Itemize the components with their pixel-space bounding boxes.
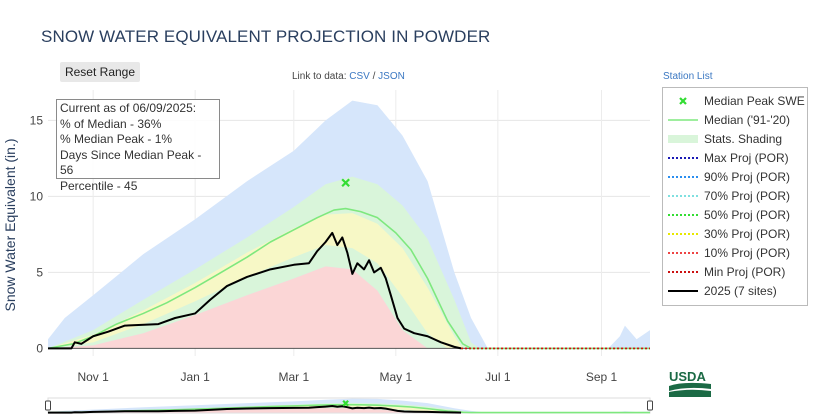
legend-label: 10% Proj (POR) [704, 246, 791, 260]
legend-symbol-dotted [668, 233, 698, 235]
legend-label: Median Peak SWE [704, 94, 805, 108]
legend-item[interactable]: 10% Proj (POR) [663, 244, 809, 263]
status-line: Percentile - 45 [60, 178, 138, 193]
svg-text:USDA: USDA [669, 369, 706, 384]
stats-band-70-30 [48, 213, 650, 349]
legend-item[interactable]: Max Proj (POR) [663, 149, 809, 168]
legend-item[interactable]: Median ('91-'20) [663, 111, 809, 130]
legend-symbol-dotted [668, 195, 698, 197]
range-slider-left-handle[interactable] [45, 400, 51, 411]
series-median-91-20-[interactable] [47, 207, 650, 350]
link-separator: / [372, 71, 376, 82]
legend-symbol-line [668, 119, 698, 121]
stats-band-min-10 [48, 266, 650, 349]
link-prefix: Link to data: [292, 71, 347, 82]
legend-label: 2025 (7 sites) [704, 284, 777, 298]
y-tick-label: 0 [36, 341, 43, 355]
legend-symbol-dotted [668, 157, 698, 159]
legend-label: 70% Proj (POR) [704, 189, 791, 203]
legend-item[interactable]: 2025 (7 sites) [663, 282, 809, 301]
x-tick-label: May 1 [379, 370, 412, 384]
y-axis-label: Snow Water Equivalent (in.) [2, 138, 18, 312]
current-status-box: Current as of 06/09/2025: % of Median - … [56, 99, 220, 193]
range-slider-right-handle[interactable] [647, 400, 653, 411]
range-slider-series [48, 405, 462, 414]
x-tick-label: Mar 1 [278, 370, 309, 384]
y-tick-label: 10 [30, 189, 44, 203]
x-tick-label: Jan 1 [180, 370, 210, 384]
legend-symbol-band [668, 135, 698, 143]
status-line: Days Since Median Peak - 56 [60, 147, 202, 178]
legend-label: Max Proj (POR) [704, 151, 789, 165]
legend-symbol-dotted [668, 176, 698, 178]
legend-item[interactable]: Median Peak SWE [663, 92, 809, 111]
legend-label: 30% Proj (POR) [704, 227, 791, 241]
legend-symbol-dotted [668, 252, 698, 254]
status-line: Current as of 06/09/2025: [60, 101, 197, 115]
range-slider-peak-marker[interactable] [342, 399, 349, 407]
median-peak-marker[interactable] [341, 178, 350, 187]
legend-item[interactable]: Stats. Shading [663, 130, 809, 149]
legend-label: Min Proj (POR) [704, 265, 786, 279]
legend-item[interactable]: 90% Proj (POR) [663, 168, 809, 187]
usda-logo-icon: USDA [669, 369, 711, 397]
legend-symbol-dotted [668, 214, 698, 216]
x-tick-label: Jul 1 [485, 370, 511, 384]
reset-range-button[interactable]: Reset Range [60, 62, 140, 82]
status-line: % Median Peak - 1% [60, 132, 173, 146]
legend-item[interactable]: 30% Proj (POR) [663, 225, 809, 244]
y-tick-label: 15 [30, 113, 44, 127]
y-tick-label: 5 [36, 265, 43, 279]
csv-link[interactable]: CSV [349, 71, 370, 82]
legend-symbol-thick-line [668, 290, 698, 292]
chart-legend: Median Peak SWE Median ('91-'20) Stats. Sh… [662, 87, 808, 306]
legend-symbol-dotted [668, 271, 698, 273]
legend-item[interactable]: 50% Proj (POR) [663, 206, 809, 225]
json-link[interactable]: JSON [378, 71, 405, 82]
legend-label: 50% Proj (POR) [704, 208, 791, 222]
x-tick-label: Nov 1 [77, 370, 109, 384]
usda-logo: USDA [669, 369, 711, 397]
chart-title: SNOW WATER EQUIVALENT PROJECTION IN POWD… [41, 27, 491, 46]
x-tick-label: Sep 1 [586, 370, 618, 384]
legend-label: 90% Proj (POR) [704, 170, 791, 184]
legend-label: Stats. Shading [704, 132, 783, 146]
legend-item[interactable]: 70% Proj (POR) [663, 187, 809, 206]
series-2025-7-sites-[interactable] [48, 231, 462, 350]
status-line: % of Median - 36% [60, 116, 162, 131]
legend-label: Median ('91-'20) [704, 113, 790, 127]
legend-symbol-x-marker [679, 97, 687, 105]
data-links: Link to data: CSV / JSON [292, 71, 405, 82]
station-list-link[interactable]: Station List [663, 71, 713, 82]
legend-item[interactable]: Min Proj (POR) [663, 263, 809, 282]
